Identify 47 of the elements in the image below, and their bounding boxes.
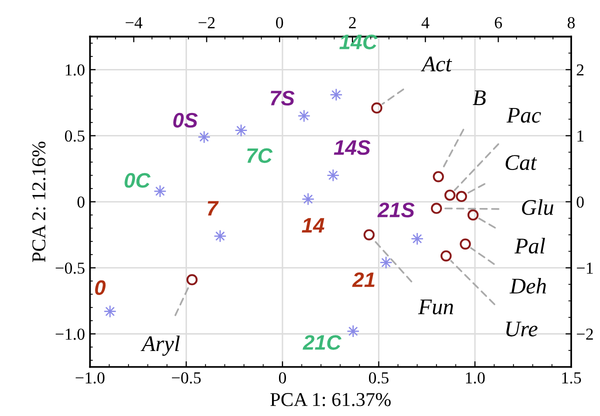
annotation: 0 (95, 280, 106, 296)
annotation: 7 (208, 201, 219, 216)
x-tick-label: −0.5 (172, 372, 201, 384)
x-tick-label: 0.5 (368, 372, 388, 384)
annotation: Aryl (140, 336, 180, 356)
annotation: 0C (124, 173, 151, 188)
x2-tick-label: 8 (568, 17, 575, 28)
y2-tick-label: −1 (576, 262, 593, 274)
y-axis-title: PCA 2: 12.16% (32, 142, 46, 262)
x2-tick-label: 4 (422, 17, 430, 28)
annotation: Glu (522, 199, 554, 215)
annotation: Cat (506, 155, 537, 170)
annotation: Ure (506, 322, 538, 336)
y-tick-label: −0.5 (56, 262, 84, 274)
annotation: 21C (302, 335, 342, 350)
annotation: Act (420, 56, 452, 72)
annotation: 14 (302, 218, 324, 233)
annotation: Deh (510, 278, 546, 294)
annotation: Pal (514, 238, 545, 254)
annotation: Pac (506, 108, 541, 123)
annotation: B (472, 90, 486, 106)
x-tick-label: 1.0 (466, 372, 485, 384)
x-tick-label: −1.0 (76, 372, 104, 384)
x-axis-title: PCA 1: 61.37% (270, 393, 391, 406)
x2-tick-label: 2 (349, 17, 356, 28)
x-tick-label: 1.5 (562, 372, 581, 384)
y-tick-label: 1.0 (66, 64, 85, 76)
y-tick-label: −1.0 (56, 328, 85, 340)
x2-tick-label: −4 (126, 17, 142, 28)
x-tick-label: 0 (278, 372, 286, 384)
y-tick-label: 0.5 (64, 130, 84, 142)
x2-tick-label: −2 (198, 17, 215, 28)
y-tick-label: 0 (77, 196, 85, 208)
annotation: 14C (339, 34, 378, 50)
x2-tick-label: 0 (276, 17, 284, 28)
annotation: 21 (352, 272, 375, 287)
y2-tick-label: 2 (576, 64, 584, 76)
y2-tick-label: 1 (578, 130, 584, 142)
annotation: 0S (173, 112, 198, 128)
y2-tick-label: 0 (576, 196, 584, 208)
annotation: 7C (247, 148, 273, 164)
annotation: 14S (334, 140, 370, 155)
annotation: Fun (418, 300, 454, 314)
x2-tick-label: 6 (494, 17, 502, 28)
annotation: 7S (270, 90, 295, 106)
y2-tick-label: −2 (576, 328, 593, 340)
annotation: 21S (377, 202, 415, 218)
